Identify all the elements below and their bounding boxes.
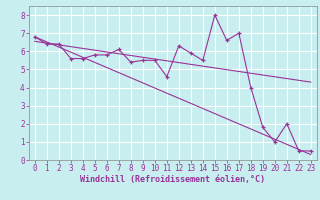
X-axis label: Windchill (Refroidissement éolien,°C): Windchill (Refroidissement éolien,°C) <box>80 175 265 184</box>
